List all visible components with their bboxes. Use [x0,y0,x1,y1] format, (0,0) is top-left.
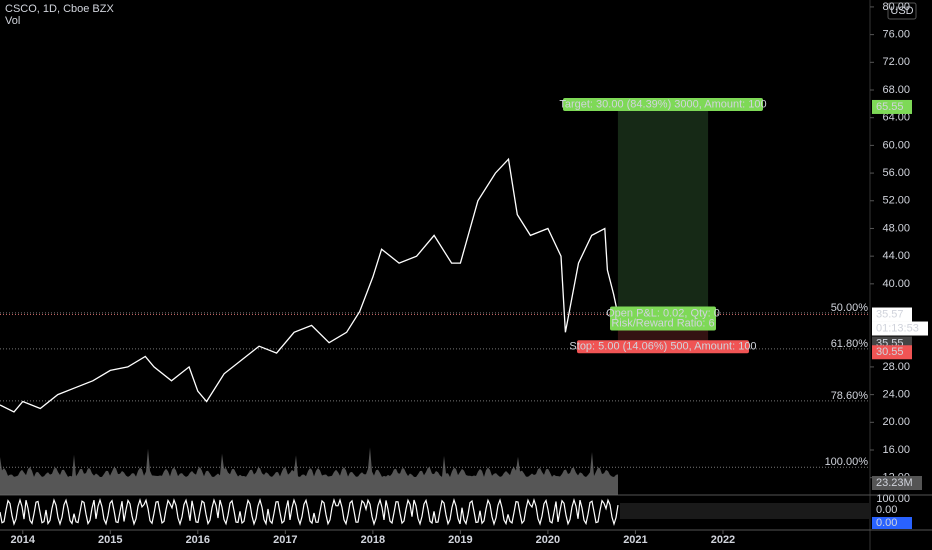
volume-last: 23.23M [876,477,913,489]
y-tick-label: 16.00 [882,444,910,456]
target-price: 65.55 [876,101,904,113]
y-tick-label: 44.00 [882,250,910,262]
y-tick-label: 28.00 [882,361,910,373]
fib-level-label: 50.00% [831,302,869,314]
y-tick-label: 56.00 [882,167,910,179]
osc-zero-label: 0.00 [876,504,897,516]
y-tick-label: 48.00 [882,222,910,234]
countdown: 01:13:53 [876,322,919,334]
pnl-text: Open P&L: 0.02, Qty: 0 [606,307,720,319]
y-tick-label: 68.00 [882,84,910,96]
y-tick-label: 24.00 [882,389,910,401]
volume-texture [0,447,618,495]
last-price: 35.57 [876,308,904,320]
y-tick-label: 64.00 [882,112,910,124]
x-tick-label: 2017 [273,534,297,546]
y-tick-label: 72.00 [882,56,910,68]
stop-box [577,340,750,354]
target-text: Target: 30.00 (84.39%) 3000, Amount: 100 [559,98,766,110]
price-line [0,157,619,413]
symbol-title: CSCO, 1D, Cboe BZX [5,3,114,15]
target-price-bg [872,99,912,114]
x-tick-label: 2014 [11,534,36,546]
ratio-text: Risk/Reward Ratio: 6 [611,317,714,329]
stop-text: Stop: 5.00 (14.06%) 500, Amount: 100 [569,341,756,353]
fib-level-label: 61.80% [831,338,869,350]
fib-level-label: 100.00% [825,456,869,468]
volume-last-bg [872,476,922,490]
y-tick-label: 52.00 [882,195,910,207]
osc-last: 0.00 [876,517,897,529]
oscillator-line [0,497,619,527]
x-tick-label: 2016 [186,534,210,546]
currency-box[interactable] [887,2,917,20]
y-tick-label: 60.00 [882,139,910,151]
x-tick-label: 2022 [711,534,735,546]
countdown-bg [872,321,928,336]
stop-price-bg [872,345,912,360]
target-box [563,97,764,111]
stop-price: 30.55 [876,346,904,358]
y-tick-label: 76.00 [882,29,910,41]
fib-level-label: 78.60% [831,390,869,402]
y-tick-label: 80.00 [882,1,910,13]
osc-top-label: 100.00 [876,493,910,505]
volume-label: Vol [5,15,20,27]
last-price-bg [872,307,912,322]
y-tick-label: 40.00 [882,278,910,290]
x-tick-label: 2019 [448,534,472,546]
osc-last-bg [872,517,912,529]
x-tick-label: 2015 [98,534,122,546]
x-tick-label: 2021 [623,534,647,546]
currency[interactable]: USD [890,5,913,17]
oscillator-band [620,503,870,519]
profit-zone [617,106,709,315]
x-tick-label: 2018 [361,534,385,546]
y-tick-label: 20.00 [882,416,910,428]
x-tick-label: 2020 [536,534,560,546]
pnl-box [610,306,717,331]
